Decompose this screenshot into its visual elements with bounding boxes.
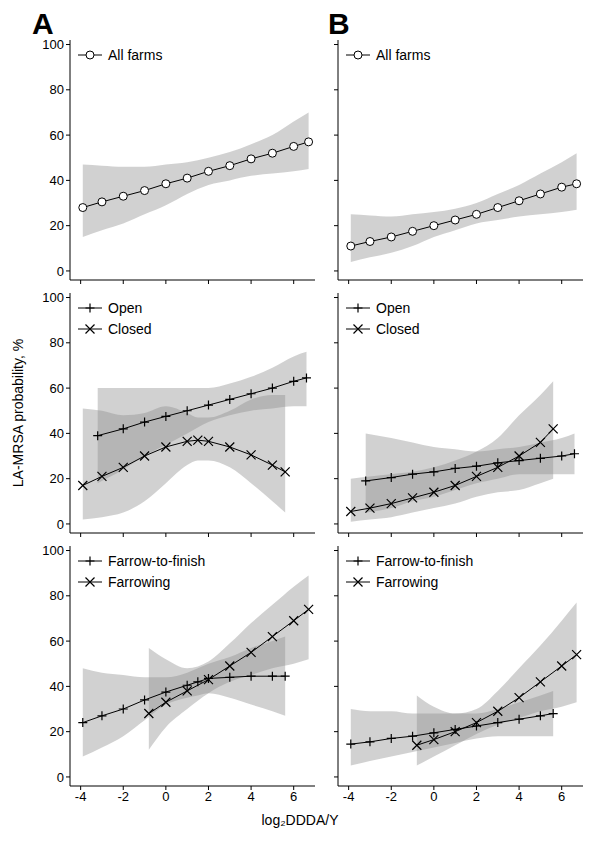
html-text:Closed: Closed xyxy=(376,320,420,337)
html-text:Farrow-to-finish: Farrow-to-finish xyxy=(376,552,474,569)
svg-text:20: 20 xyxy=(50,724,64,739)
html-text:Closed: Closed xyxy=(108,320,152,337)
svg-text:40: 40 xyxy=(50,173,64,188)
svg-text:80: 80 xyxy=(50,588,64,603)
svg-text:80: 80 xyxy=(50,82,64,97)
svg-text:4: 4 xyxy=(515,789,522,804)
html-text:A: A xyxy=(32,7,54,40)
svg-text:80: 80 xyxy=(50,335,64,350)
svg-text:40: 40 xyxy=(50,426,64,441)
svg-text:-2: -2 xyxy=(117,789,129,804)
svg-text:20: 20 xyxy=(50,471,64,486)
html-text:Farrowing: Farrowing xyxy=(108,573,171,590)
svg-text:0: 0 xyxy=(430,789,437,804)
svg-text:-4: -4 xyxy=(343,789,355,804)
svg-text:2: 2 xyxy=(473,789,480,804)
html-text:Open: Open xyxy=(376,299,411,316)
svg-text:60: 60 xyxy=(50,381,64,396)
svg-text:0: 0 xyxy=(57,264,64,279)
svg-text:LA-MRSA probability, %: LA-MRSA probability, % xyxy=(10,339,26,487)
svg-text:20: 20 xyxy=(50,218,64,233)
svg-text:6: 6 xyxy=(558,789,565,804)
svg-text:0: 0 xyxy=(162,789,169,804)
svg-text:0: 0 xyxy=(57,770,64,785)
svg-text:60: 60 xyxy=(50,128,64,143)
html-text:All farms: All farms xyxy=(376,46,431,63)
html-text:log₂DDDA/Y: log₂DDDA/Y xyxy=(261,812,339,828)
svg-text:100: 100 xyxy=(42,37,64,53)
html-text:All farms: All farms xyxy=(108,46,163,63)
svg-text:-4: -4 xyxy=(75,789,87,804)
svg-text:6: 6 xyxy=(290,789,297,804)
svg-text:0: 0 xyxy=(57,517,64,532)
html-text:Farrow-to-finish: Farrow-to-finish xyxy=(108,552,206,569)
svg-text:4: 4 xyxy=(247,789,254,804)
html-text:Open: Open xyxy=(108,299,143,316)
svg-text:60: 60 xyxy=(50,634,64,649)
svg-text:100: 100 xyxy=(42,290,64,305)
html-text:B: B xyxy=(328,7,350,40)
html-text:Farrowing: Farrowing xyxy=(376,573,439,590)
svg-text:100: 100 xyxy=(42,543,64,558)
svg-text:2: 2 xyxy=(205,789,212,804)
svg-text:-2: -2 xyxy=(385,789,397,804)
svg-text:40: 40 xyxy=(50,679,64,694)
